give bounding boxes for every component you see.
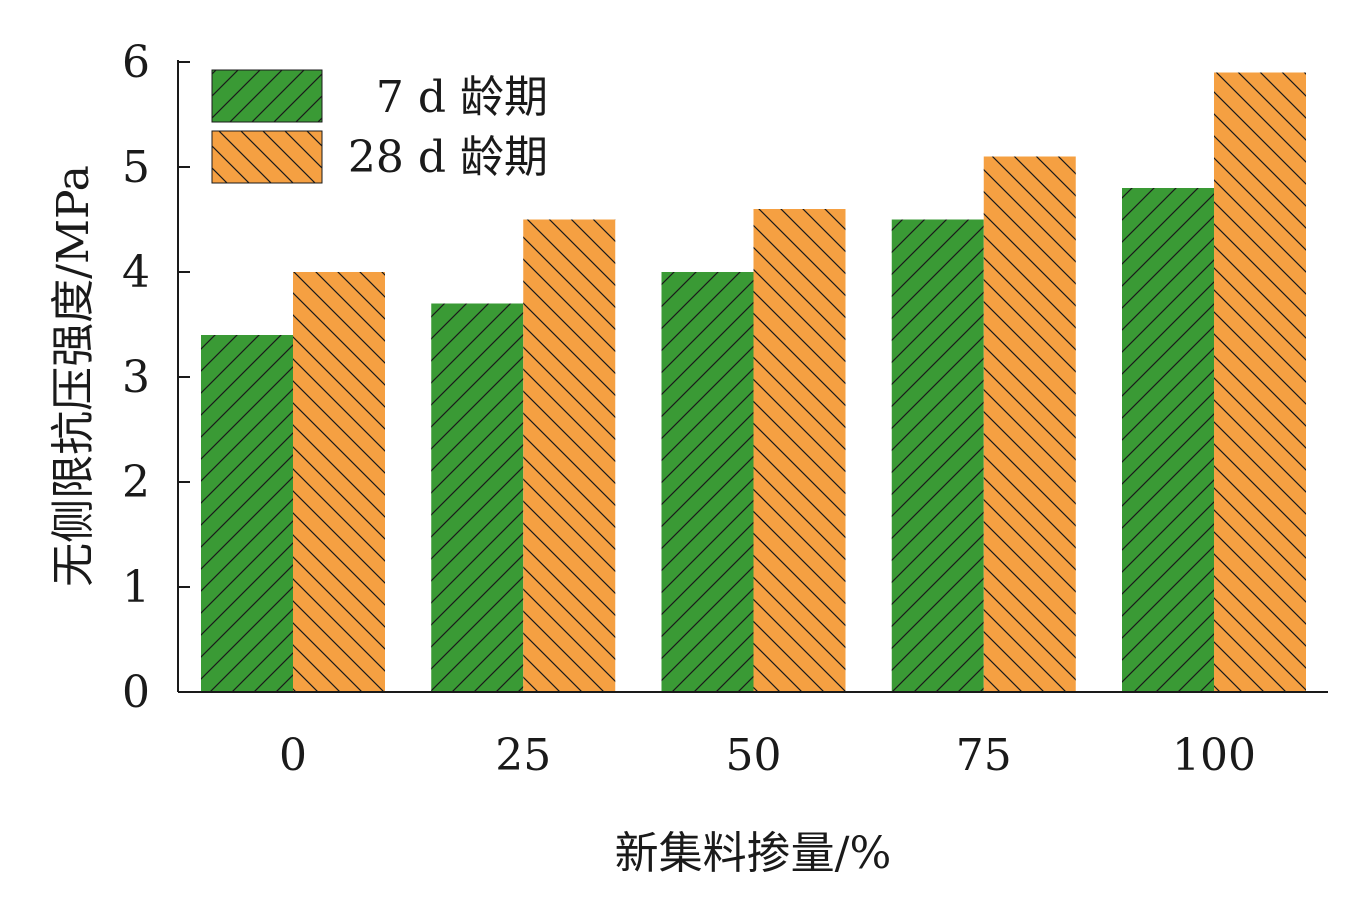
x-tick-label: 0 <box>279 730 307 781</box>
bar-hatch-28d-100 <box>1214 72 1306 692</box>
y-tick-label: 3 <box>122 352 150 403</box>
x-axis-label: 新集料掺量/% <box>615 828 892 879</box>
y-tick-label: 5 <box>122 142 150 193</box>
bar-hatch-7d-25 <box>431 303 524 692</box>
y-tick-label: 0 <box>122 667 150 718</box>
y-tick-label: 2 <box>122 457 150 508</box>
y-axis-label: 无侧限抗压强度/MPa <box>48 165 99 587</box>
x-tick-label: 100 <box>1172 730 1256 781</box>
bar-hatch-7d-0 <box>201 335 293 692</box>
legend: 7 d 龄期 28 d 龄期 <box>211 69 548 184</box>
y-ticks: 0 1 2 3 4 5 6 <box>122 37 190 718</box>
legend-label-28d: 28 d 龄期 <box>348 132 548 183</box>
bar-hatch-7d-75 <box>891 219 984 692</box>
bar-hatch-28d-75 <box>983 156 1076 692</box>
x-ticks: 0 25 50 75 100 <box>279 730 1256 781</box>
legend-swatch-7d-hatch <box>212 70 322 122</box>
y-tick-label: 4 <box>122 247 150 298</box>
x-tick-label: 50 <box>726 730 782 781</box>
bar-hatch-7d-50 <box>661 272 754 692</box>
bars-group <box>201 72 1306 692</box>
y-tick-label: 1 <box>122 562 150 613</box>
legend-swatch-28d-hatch <box>212 131 322 183</box>
bar-hatch-28d-0 <box>293 272 385 692</box>
legend-label-7d: 7 d 龄期 <box>376 72 548 123</box>
x-tick-label: 25 <box>495 730 551 781</box>
y-tick-label: 6 <box>122 37 150 88</box>
bar-hatch-28d-50 <box>753 209 846 692</box>
bar-hatch-7d-100 <box>1122 188 1214 692</box>
x-tick-label: 75 <box>956 730 1012 781</box>
bar-hatch-28d-25 <box>523 219 616 692</box>
